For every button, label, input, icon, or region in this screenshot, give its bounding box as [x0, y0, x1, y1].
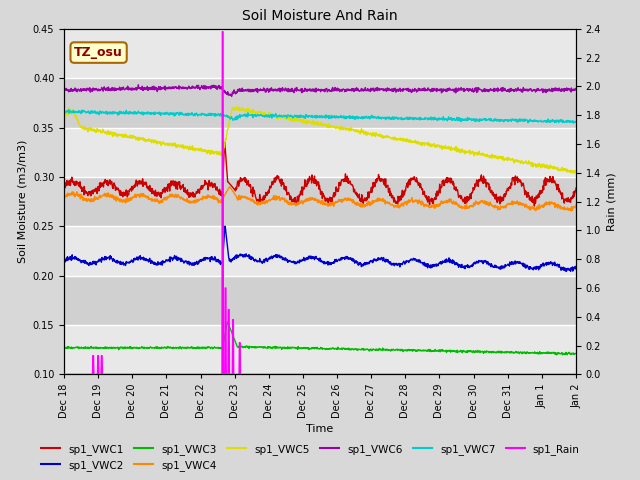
Bar: [64, 29, 576, 78]
X-axis label: Time: Time: [307, 424, 333, 433]
Bar: [64, 177, 576, 226]
Text: TZ_osu: TZ_osu: [74, 46, 123, 59]
Bar: [64, 128, 576, 177]
Bar: [64, 226, 576, 276]
Y-axis label: Soil Moisture (m3/m3): Soil Moisture (m3/m3): [17, 140, 27, 264]
Y-axis label: Rain (mm): Rain (mm): [607, 172, 617, 231]
Bar: [64, 325, 576, 374]
Title: Soil Moisture And Rain: Soil Moisture And Rain: [242, 10, 398, 24]
Bar: [64, 276, 576, 325]
Legend: sp1_VWC1, sp1_VWC2, sp1_VWC3, sp1_VWC4, sp1_VWC5, sp1_VWC6, sp1_VWC7, sp1_Rain: sp1_VWC1, sp1_VWC2, sp1_VWC3, sp1_VWC4, …: [37, 439, 584, 475]
Bar: [64, 78, 576, 128]
